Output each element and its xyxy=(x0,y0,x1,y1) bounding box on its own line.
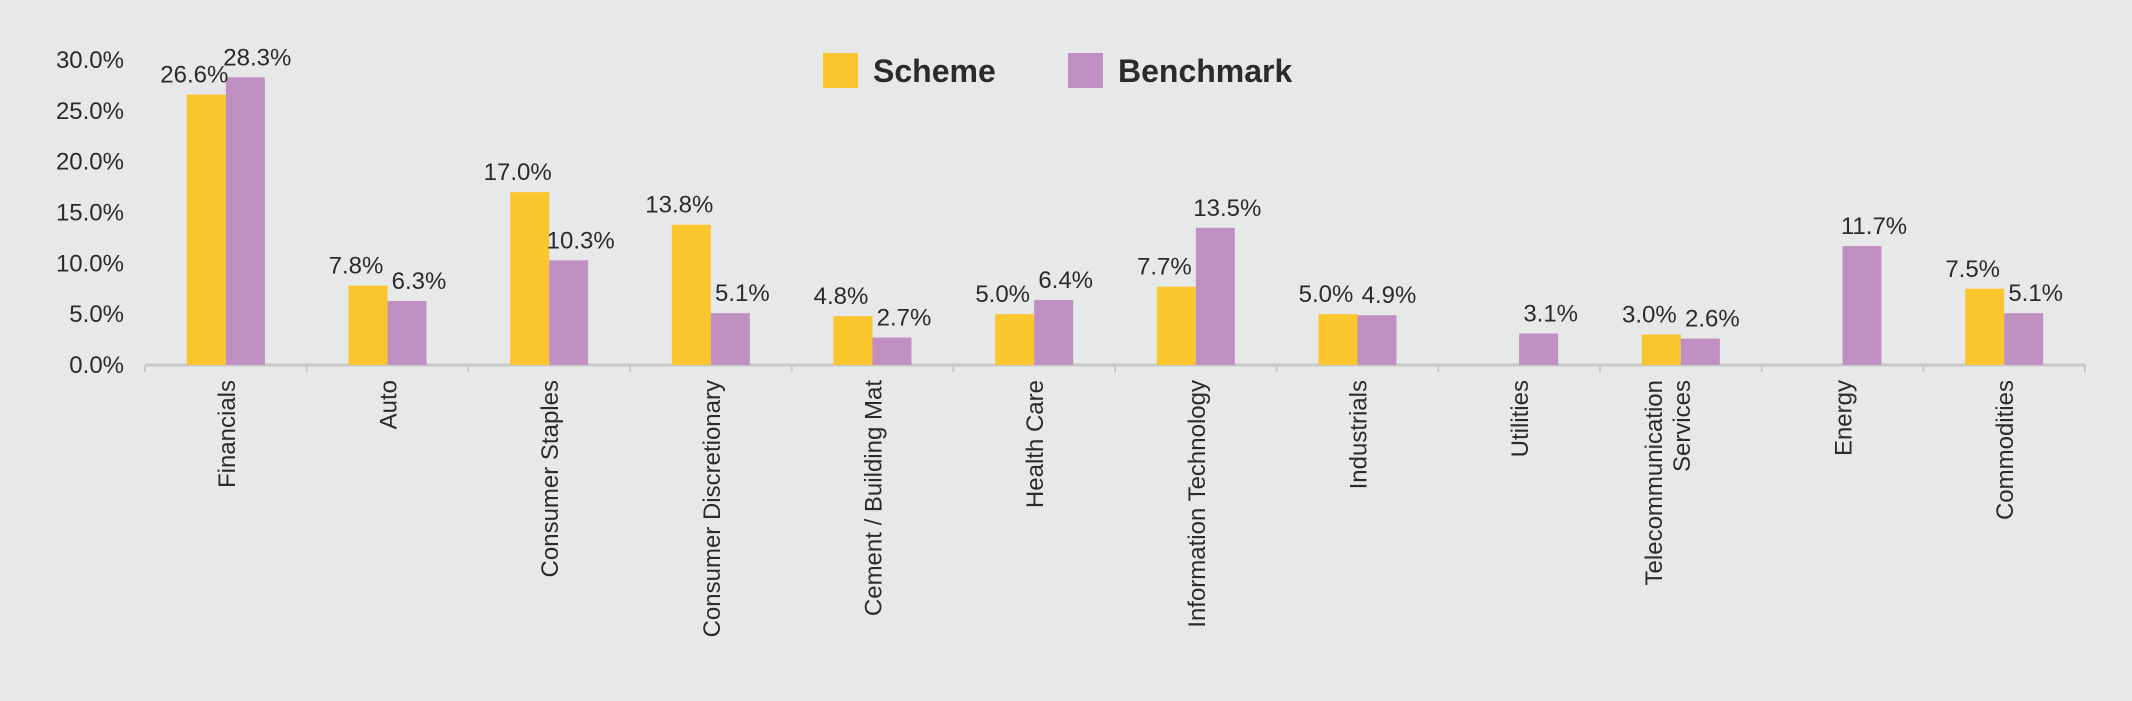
benchmark-bar xyxy=(1195,227,1235,365)
category-label: Health Care xyxy=(1022,380,1049,508)
scheme-bar xyxy=(995,314,1035,365)
category-label: Utilities xyxy=(1507,380,1534,457)
y-tick-label: 25.0% xyxy=(56,98,124,125)
y-tick-label: 30.0% xyxy=(56,47,124,74)
category-label: Financials xyxy=(214,380,241,488)
data-labels: 26.6%28.3% 7.8% 6.3% 17.0% 10.3% 13.8% 5.1% 4.8… xyxy=(160,44,2063,332)
benchmark-legend-label: Benchmark xyxy=(1118,53,1293,89)
y-tick-label: 10.0% xyxy=(56,250,124,277)
category-label: Energy xyxy=(1831,380,1858,456)
benchmark-bar xyxy=(1519,333,1559,365)
benchmark-data-label: 2.6% xyxy=(1685,306,1740,333)
scheme-legend-label: Scheme xyxy=(873,53,996,89)
category-label: Consumer Staples xyxy=(537,380,564,577)
scheme-bar xyxy=(1156,286,1196,365)
benchmark-data-label: 11.7% xyxy=(1841,213,1907,240)
benchmark-bar xyxy=(710,313,750,365)
scheme-data-label: 5.0% xyxy=(975,281,1030,308)
benchmark-bar xyxy=(2004,313,2044,365)
benchmark-bar xyxy=(1842,246,1882,365)
scheme-data-label: 3.0% xyxy=(1622,302,1677,329)
benchmark-bar xyxy=(549,260,589,365)
scheme-data-label: 17.0% xyxy=(484,159,552,186)
scheme-bar xyxy=(186,94,226,366)
category-label: Auto xyxy=(376,380,403,429)
scheme-bar xyxy=(833,316,873,365)
scheme-bar xyxy=(348,285,388,365)
scheme-data-label: 7.7% xyxy=(1137,254,1192,281)
scheme-data-label: 4.8% xyxy=(814,283,869,310)
y-tick-label: 5.0% xyxy=(69,301,124,328)
benchmark-data-label: 5.1% xyxy=(2008,280,2063,307)
benchmark-data-label: 5.1% xyxy=(715,280,770,307)
category-label: Telecommunication xyxy=(1641,380,1668,585)
scheme-bar xyxy=(671,224,711,365)
category-label: Information Technology xyxy=(1184,380,1211,628)
benchmark-data-label: 13.5% xyxy=(1193,195,1261,222)
scheme-legend-swatch xyxy=(823,53,858,88)
benchmark-data-label: 28.3% xyxy=(223,44,291,71)
y-tick-label: 15.0% xyxy=(56,200,124,227)
benchmark-bar xyxy=(872,337,912,365)
benchmark-data-label: 4.9% xyxy=(1362,282,1417,309)
category-label: Industrials xyxy=(1346,380,1373,489)
benchmark-bar xyxy=(1680,338,1720,365)
category-label: Cement / Building Mat xyxy=(861,380,888,616)
category-label: Services xyxy=(1669,380,1696,472)
benchmark-data-label: 6.3% xyxy=(392,268,447,295)
benchmark-bar xyxy=(1357,315,1397,365)
y-tick-label: 20.0% xyxy=(56,149,124,176)
scheme-data-label: 13.8% xyxy=(645,192,713,219)
benchmark-data-label: 10.3% xyxy=(547,227,615,254)
benchmark-data-label: 2.7% xyxy=(877,305,932,332)
benchmark-bar xyxy=(387,300,427,365)
y-axis: 0.0% 5.0% 10.0% 15.0% 20.0% 25.0% 30.0% xyxy=(56,47,124,379)
bars xyxy=(186,77,2044,366)
y-tick-label: 0.0% xyxy=(69,352,124,379)
legend: Scheme Benchmark xyxy=(823,53,1293,89)
category-labels: Financials Auto Consumer Staples Consumer D… xyxy=(214,380,2019,638)
scheme-bar xyxy=(1318,314,1358,365)
scheme-bar xyxy=(1641,334,1681,365)
benchmark-bar xyxy=(225,77,265,366)
category-label: Consumer Discretionary xyxy=(699,380,726,637)
scheme-bar xyxy=(510,192,550,365)
benchmark-data-label: 3.1% xyxy=(1523,300,1578,327)
scheme-data-label: 7.5% xyxy=(1945,256,2000,283)
scheme-data-label: 5.0% xyxy=(1299,281,1354,308)
scheme-data-label: 26.6% xyxy=(160,62,228,89)
scheme-bar xyxy=(1965,288,2005,365)
scheme-data-label: 7.8% xyxy=(329,253,384,280)
benchmark-legend-swatch xyxy=(1068,53,1103,88)
benchmark-data-label: 6.4% xyxy=(1038,267,1093,294)
benchmark-bar xyxy=(1034,299,1074,365)
x-axis xyxy=(144,363,2086,372)
category-label: Commodities xyxy=(1992,380,2019,520)
